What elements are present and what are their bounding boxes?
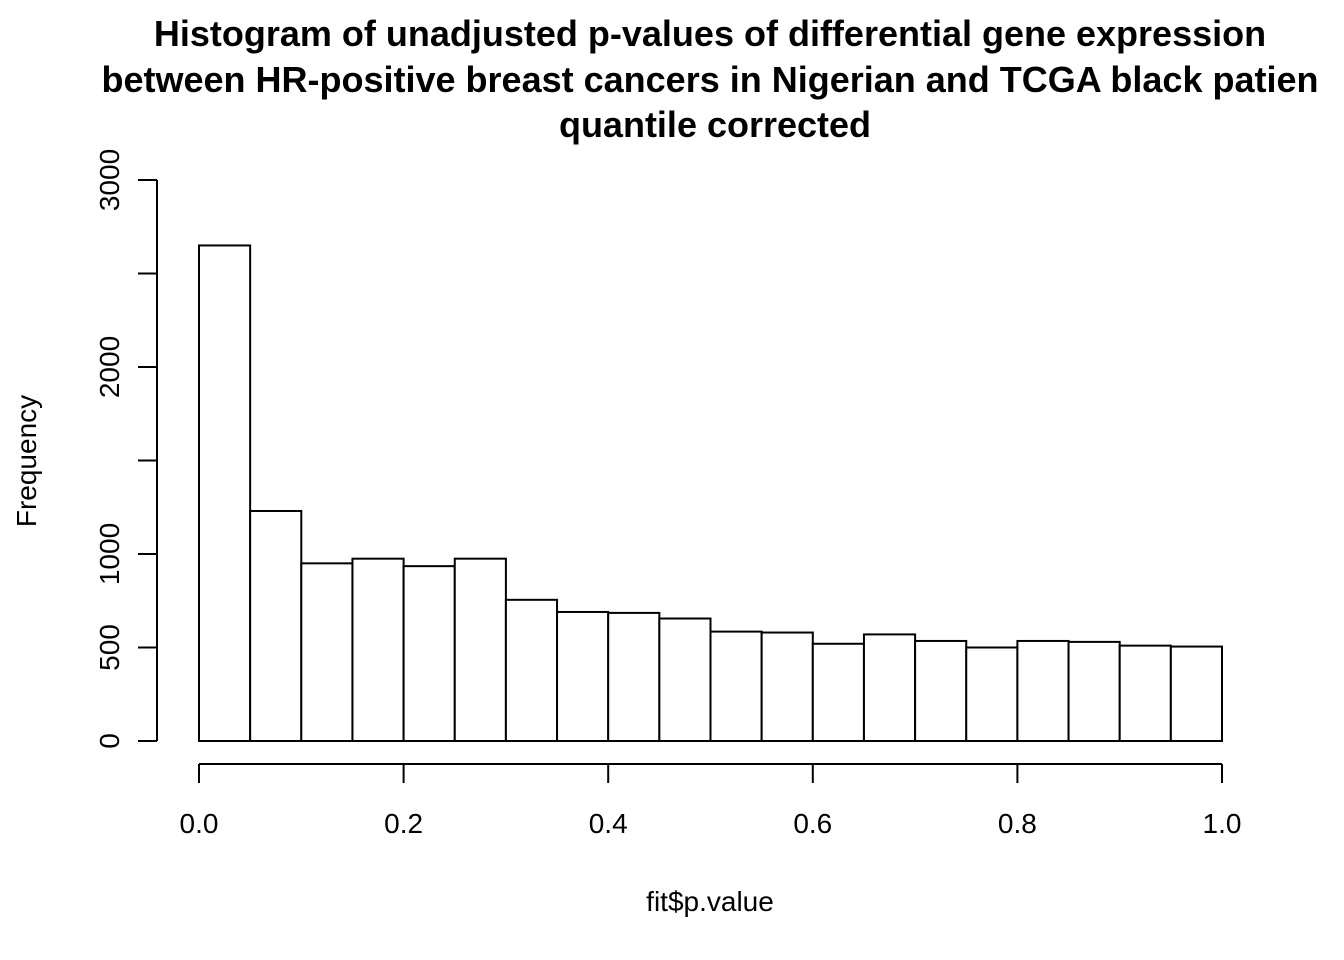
y-axis: 0 500 1000 2000 3000 [94, 149, 158, 749]
histogram-bar [965, 646, 1019, 742]
histogram-bar [453, 557, 507, 742]
x-axis-label: fit$p.value [646, 886, 774, 917]
y-axis-label: Frequency [11, 395, 42, 527]
x-tick-label: 0.2 [384, 808, 423, 839]
chart-title: Histogram of unadjusted p-values of diff… [102, 13, 1319, 145]
histogram-bar [607, 611, 661, 743]
y-tick-label: 0 [94, 733, 125, 749]
histogram-bar [402, 565, 456, 743]
y-tick-label: 1000 [94, 523, 125, 585]
histogram-bar [914, 639, 968, 743]
histogram-bar [1169, 645, 1223, 742]
title-line-1: Histogram of unadjusted p-values of diff… [154, 13, 1266, 54]
histogram-bar [249, 509, 303, 742]
histogram-bar [760, 631, 814, 742]
histogram-bar [862, 633, 917, 742]
histogram-bar [709, 630, 763, 742]
histogram-bar [658, 617, 712, 743]
histogram-bar [1016, 639, 1070, 743]
histogram-bar [504, 598, 559, 742]
histogram-bar [1118, 644, 1172, 743]
x-tick-label: 0.8 [998, 808, 1037, 839]
title-line-2: between HR-positive breast cancers in Ni… [102, 59, 1319, 100]
x-tick-label: 0.4 [589, 808, 628, 839]
x-tick-label: 1.0 [1203, 808, 1242, 839]
y-tick-label: 2000 [94, 336, 125, 398]
y-tick-label: 500 [94, 624, 125, 671]
histogram-bar [1067, 640, 1121, 743]
x-tick-label: 0.6 [793, 808, 832, 839]
bars-group [198, 244, 1223, 743]
histogram-bar [811, 642, 865, 743]
histogram-bar [198, 244, 252, 742]
y-tick-label: 3000 [94, 149, 125, 211]
histogram-bar [300, 562, 354, 742]
histogram-bar [556, 610, 610, 742]
title-line-3: quantile corrected [559, 104, 871, 145]
histogram-bar [351, 557, 405, 742]
x-axis: 0.0 0.2 0.4 0.6 0.8 1.0 [180, 763, 1242, 839]
x-tick-label: 0.0 [180, 808, 219, 839]
